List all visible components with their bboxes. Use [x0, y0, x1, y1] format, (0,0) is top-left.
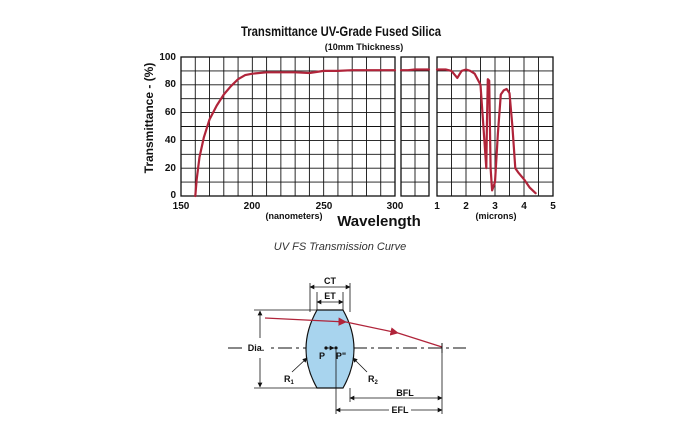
- x-tick-label: 250: [316, 201, 333, 212]
- r2-leader: [352, 357, 368, 373]
- chart-title: Transmittance UV-Grade Fused Silica: [241, 23, 441, 39]
- y-tick-labels: 0 20 40 60 80 100: [159, 52, 176, 201]
- chart-subtitle: (10mm Thickness): [325, 42, 404, 52]
- r2-label: R2: [368, 374, 379, 386]
- x-tick-labels-uv: 150 200 250 300: [173, 201, 404, 212]
- y-tick-label: 0: [170, 190, 176, 201]
- x-unit-label-ir: (microns): [475, 211, 516, 221]
- panel-uv: [180, 56, 397, 198]
- p2-label: P": [336, 351, 346, 361]
- transmittance-curve-ir: [435, 68, 537, 195]
- r1-leader: [291, 357, 308, 373]
- y-tick-label: 100: [159, 52, 176, 63]
- x-tick-label: 4: [521, 201, 527, 212]
- x-axis-label: Wavelength: [337, 213, 421, 230]
- plot-frame: [400, 56, 430, 197]
- p-label: P: [319, 351, 325, 361]
- y-tick-label: 80: [165, 79, 177, 90]
- y-tick-label: 20: [165, 163, 177, 174]
- r1-letter: R: [284, 374, 291, 384]
- x-tick-label: 200: [244, 201, 261, 212]
- x-unit-label-uv: (nanometers): [265, 211, 322, 221]
- x-tick-label: 150: [173, 201, 190, 212]
- x-tick-label: 300: [387, 201, 404, 212]
- dia-label-bg: [244, 341, 268, 353]
- efl-label-bg: [389, 403, 411, 415]
- bfl-label: BFL: [396, 388, 414, 398]
- principal-point-p: [324, 346, 328, 350]
- transmittance-curve-uv: [194, 69, 397, 198]
- refracted-ray: [345, 321, 399, 336]
- incident-ray: [264, 317, 347, 326]
- y-axis-label: Transmittance - (%): [142, 63, 156, 174]
- y-tick-label: 40: [165, 135, 177, 146]
- ct-label: CT: [324, 276, 336, 286]
- plot-frame: [436, 56, 554, 197]
- x-tick-label: 1: [434, 201, 440, 212]
- panel-ir: [435, 56, 554, 197]
- r1-subscript: 1: [291, 380, 295, 386]
- y-tick-label: 60: [165, 107, 177, 118]
- x-tick-label: 3: [492, 201, 498, 212]
- efl-label: EFL: [392, 405, 410, 415]
- x-tick-labels-ir: 1 2 3 4 5: [434, 201, 556, 212]
- transmittance-curve-vis: [399, 68, 431, 72]
- et-label: ET: [324, 291, 336, 301]
- plot-frame: [180, 56, 396, 197]
- figure-caption: UV FS Transmission Curve: [273, 241, 407, 253]
- panel-vis: [399, 56, 431, 197]
- lens-diagram: CT ET Dia. P P" R1 R2 BFL: [228, 276, 466, 415]
- r1-label: R1: [284, 374, 295, 386]
- refracted-ray-tail: [397, 332, 443, 348]
- r2-letter: R: [368, 374, 375, 384]
- dia-label: Dia.: [248, 343, 265, 353]
- principal-point-p2: [334, 346, 338, 350]
- x-tick-label: 2: [463, 201, 469, 212]
- x-tick-label: 5: [550, 201, 556, 212]
- r2-subscript: 2: [375, 380, 379, 386]
